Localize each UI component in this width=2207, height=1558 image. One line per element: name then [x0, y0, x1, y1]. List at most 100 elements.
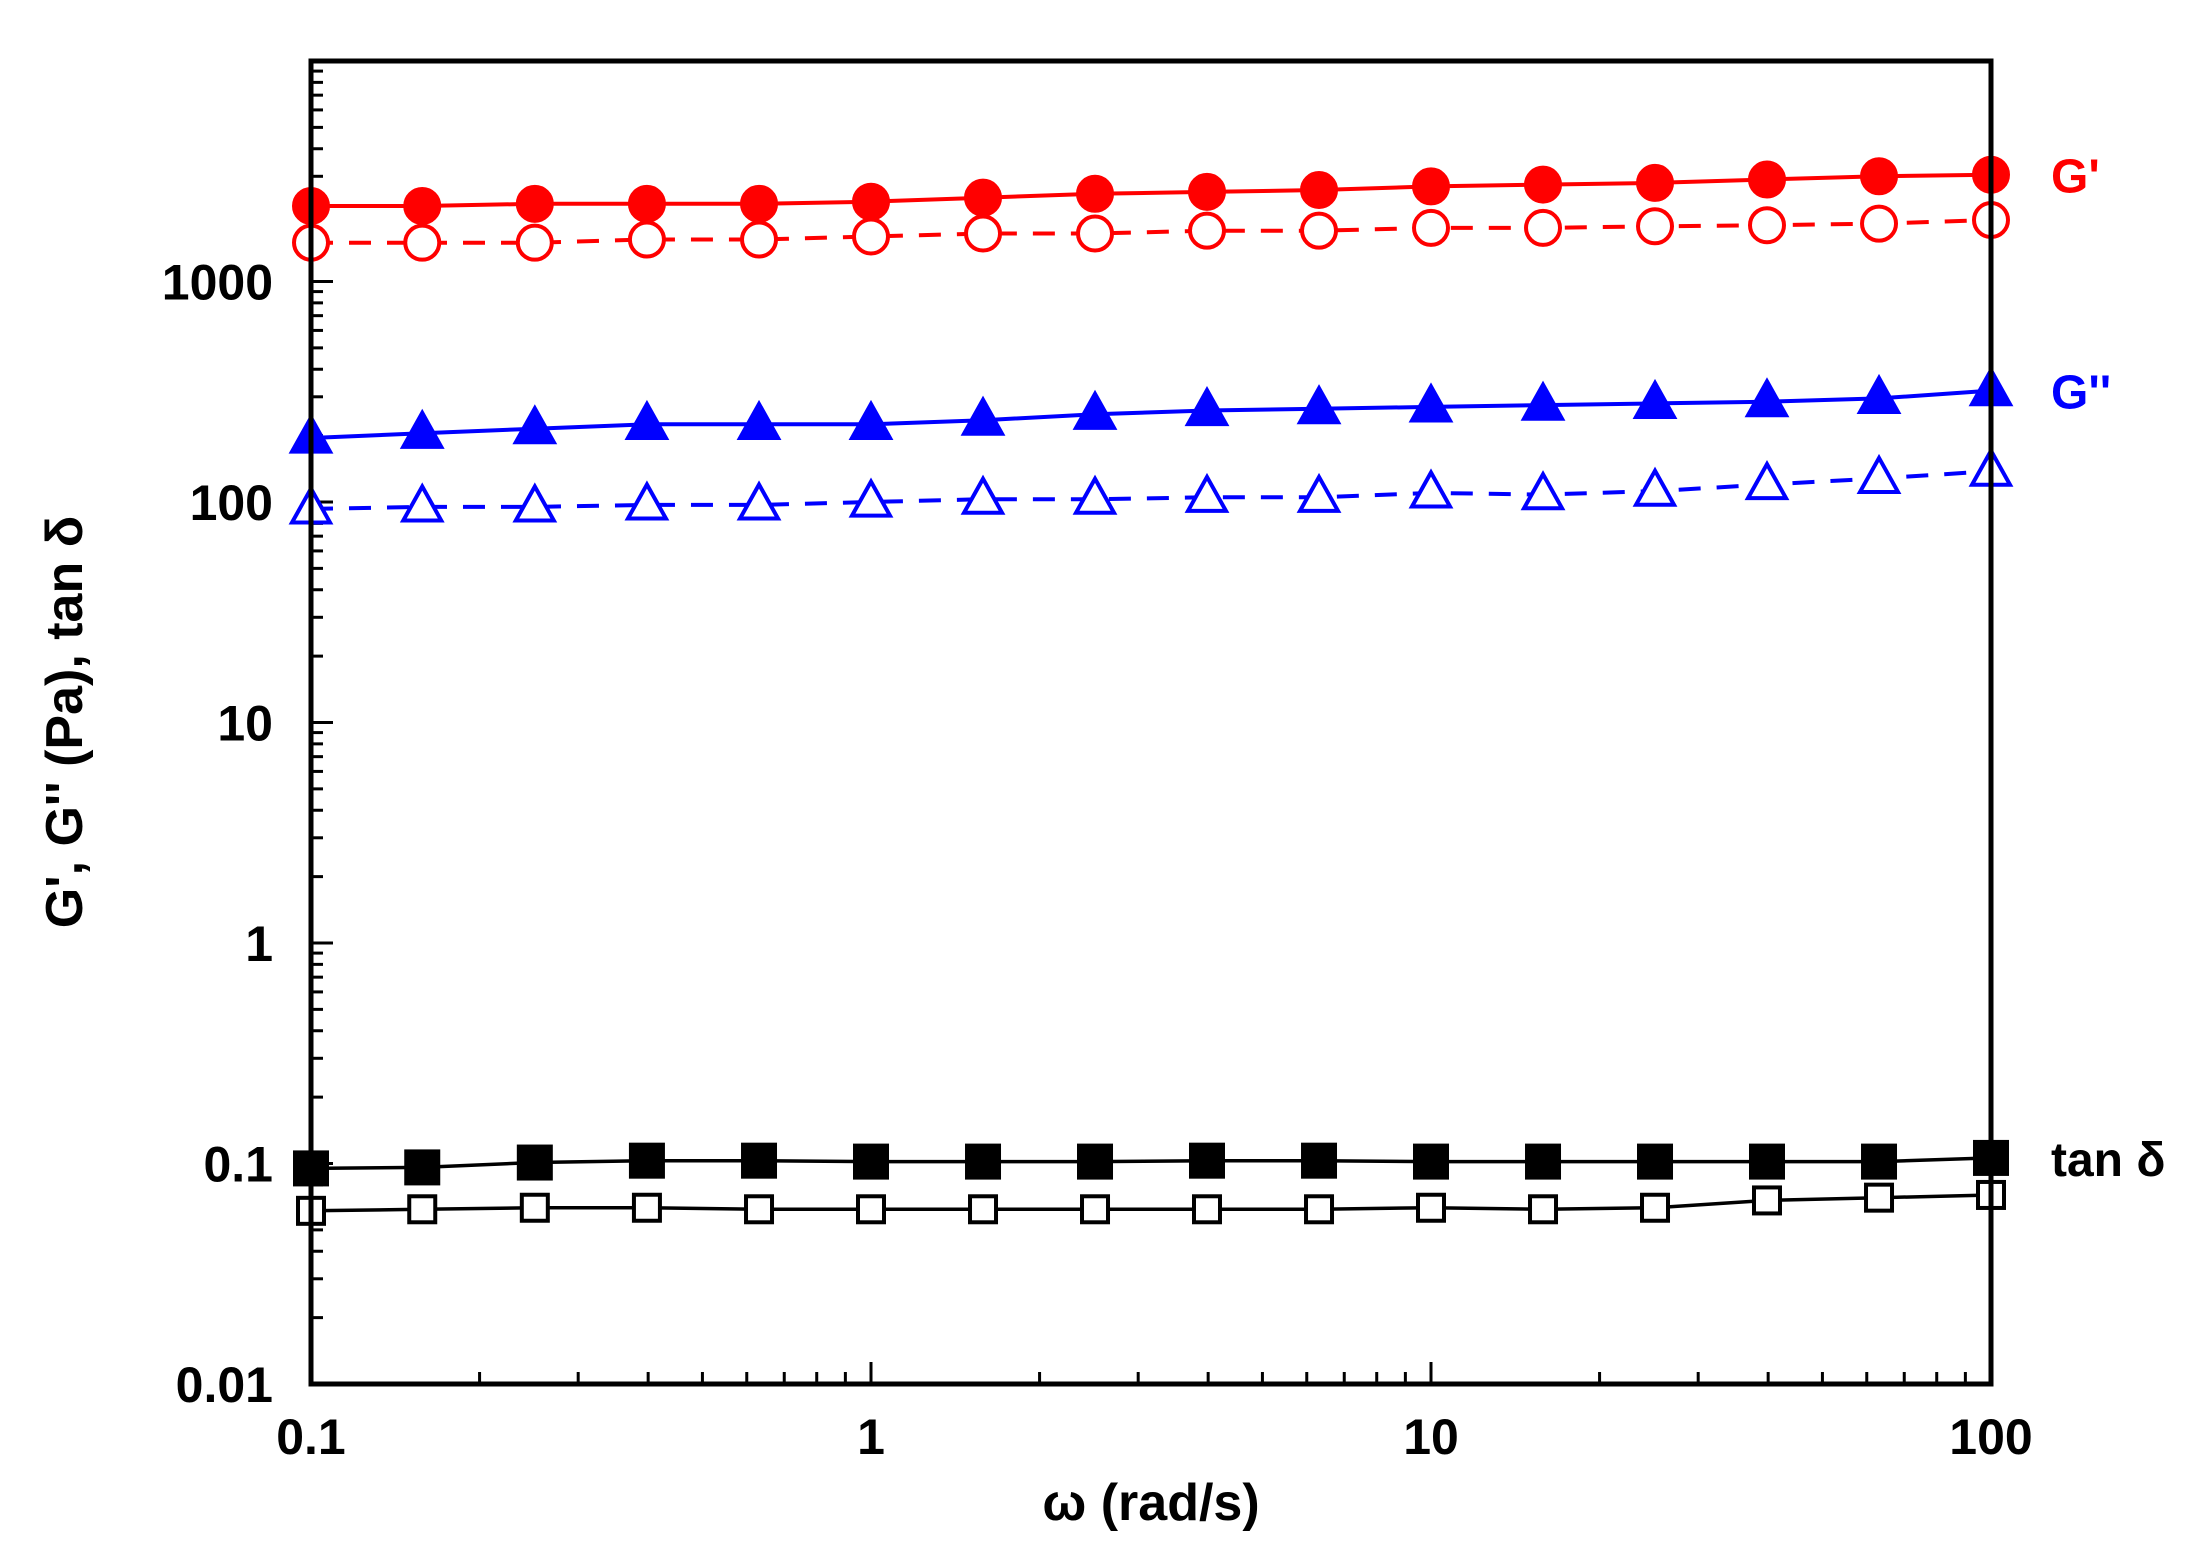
- y-tick-label: 0.1: [203, 1137, 273, 1193]
- data-point: [1296, 384, 1342, 425]
- data-point: [403, 186, 442, 225]
- annotation-gpp_filled: G'': [2051, 367, 2111, 420]
- data-point: [1301, 1142, 1338, 1179]
- y-tick-label: 10: [217, 696, 273, 752]
- data-point: [1860, 204, 1899, 243]
- data-point: [741, 1142, 778, 1179]
- data-point: [1187, 211, 1226, 250]
- data-point: [515, 184, 554, 223]
- data-point: [852, 182, 890, 221]
- data-point: [852, 217, 890, 256]
- data-point: [1413, 1143, 1449, 1180]
- series-line: [311, 172, 1992, 208]
- data-point: [519, 1192, 550, 1223]
- data-point: [631, 1192, 662, 1223]
- data-point: [399, 482, 445, 523]
- data-point: [1520, 470, 1566, 511]
- data-point: [624, 480, 670, 521]
- x-tick-label: 1: [857, 1409, 885, 1465]
- data-point: [1744, 460, 1790, 501]
- data-point: [1072, 474, 1118, 515]
- data-point: [1520, 380, 1566, 421]
- series-tan_filled: [293, 1139, 2009, 1187]
- data-point: [512, 482, 558, 523]
- data-point: [1412, 208, 1450, 247]
- data-point: [848, 399, 894, 440]
- data-point: [1076, 214, 1115, 253]
- data-point: [403, 223, 442, 262]
- data-point: [1416, 1192, 1446, 1223]
- data-point: [1408, 382, 1454, 423]
- data-point: [1637, 1143, 1674, 1180]
- data-point: [1747, 160, 1786, 199]
- data-point: [1300, 170, 1339, 209]
- data-point: [1636, 207, 1675, 246]
- y-tick-label: 1000: [162, 255, 273, 311]
- data-point: [1528, 1194, 1559, 1225]
- data-point: [848, 477, 894, 518]
- data-point: [960, 474, 1006, 515]
- data-point: [1188, 1142, 1225, 1179]
- plot-frame: [308, 58, 1994, 1387]
- x-tick-label: 0.1: [276, 1409, 346, 1465]
- data-point: [853, 1143, 889, 1180]
- data-point: [512, 404, 558, 445]
- series-gp_open: [292, 201, 2010, 262]
- data-point: [1304, 1194, 1335, 1225]
- data-point: [740, 184, 779, 223]
- data-point: [1525, 1143, 1562, 1180]
- data-point: [1856, 373, 1902, 415]
- data-point: [628, 1142, 665, 1179]
- data-point: [1636, 163, 1675, 202]
- x-axis-title: ω (rad/s): [1042, 1474, 1259, 1532]
- data-point: [856, 1194, 886, 1225]
- y-axis-title: G', G'' (Pa), tan δ: [36, 516, 94, 928]
- series-annotations: G' G'' tan δ: [2051, 151, 2165, 1187]
- data-point: [516, 1144, 553, 1181]
- annotation-tan_filled: tan δ: [2051, 1134, 2165, 1187]
- series-gpp_open: [288, 446, 2014, 525]
- data-point: [1191, 1194, 1222, 1225]
- data-point: [407, 1194, 438, 1225]
- data-point: [1184, 472, 1230, 513]
- data-point: [1524, 165, 1563, 204]
- data-point: [1751, 1185, 1782, 1216]
- y-tick-label: 100: [190, 475, 273, 531]
- data-point: [736, 480, 782, 521]
- data-point: [1080, 1194, 1111, 1225]
- data-point: [744, 1194, 775, 1225]
- data-point: [1412, 167, 1450, 206]
- data-point: [1072, 389, 1118, 430]
- data-point: [736, 399, 782, 440]
- data-point: [627, 220, 666, 259]
- data-point: [404, 1149, 441, 1186]
- data-point: [968, 1194, 999, 1225]
- data-point: [1856, 453, 1902, 494]
- data-point: [624, 399, 670, 440]
- data-point: [1747, 206, 1786, 245]
- data-point: [1744, 377, 1790, 418]
- series-gpp_filled: [288, 366, 2014, 454]
- series-line: [310, 1193, 1992, 1213]
- series-layer: [288, 155, 2014, 1226]
- series-line: [310, 469, 1992, 511]
- data-point: [515, 223, 554, 262]
- data-point: [1184, 385, 1230, 427]
- data-point: [1640, 1192, 1671, 1223]
- x-tick-label: 100: [1949, 1409, 2032, 1465]
- data-point: [1632, 378, 1678, 420]
- series-gp_filled: [292, 155, 2010, 225]
- series-tan_open: [296, 1179, 2006, 1226]
- data-point: [1864, 1182, 1895, 1213]
- data-point: [964, 178, 1003, 217]
- data-point: [965, 1143, 1002, 1180]
- data-point: [1408, 468, 1454, 509]
- data-point: [1860, 157, 1899, 196]
- data-point: [1077, 1143, 1114, 1180]
- data-point: [1076, 174, 1115, 213]
- data-point: [1296, 472, 1342, 513]
- y-tick-label: 1: [245, 916, 273, 972]
- x-tick-label: 10: [1403, 1409, 1459, 1465]
